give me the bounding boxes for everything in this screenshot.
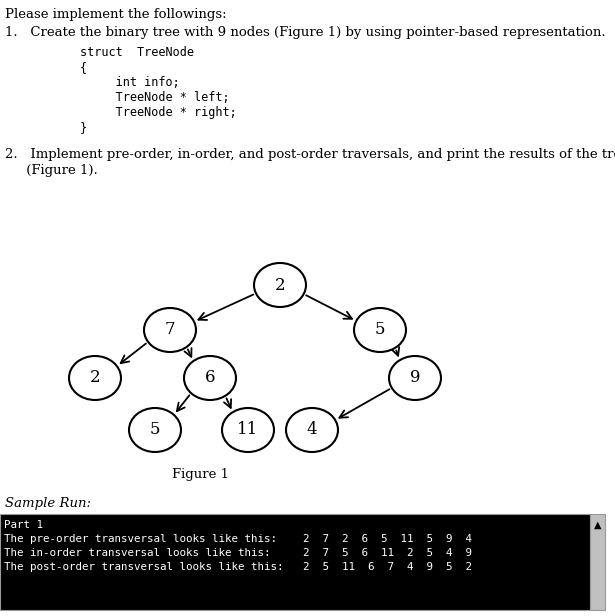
Text: 9: 9 xyxy=(410,370,420,386)
Text: Part 1: Part 1 xyxy=(4,520,43,530)
Text: TreeNode * left;: TreeNode * left; xyxy=(80,91,229,104)
Text: 1.   Create the binary tree with 9 nodes (Figure 1) by using pointer-based repre: 1. Create the binary tree with 9 nodes (… xyxy=(5,26,606,39)
Text: 5: 5 xyxy=(149,421,161,439)
Text: Figure 1: Figure 1 xyxy=(172,468,229,481)
Ellipse shape xyxy=(254,263,306,307)
Text: 7: 7 xyxy=(165,322,175,339)
Ellipse shape xyxy=(129,408,181,452)
Ellipse shape xyxy=(69,356,121,400)
Text: {: { xyxy=(80,61,87,74)
Text: TreeNode * right;: TreeNode * right; xyxy=(80,106,237,119)
Text: (Figure 1).: (Figure 1). xyxy=(5,164,98,177)
Text: ▲: ▲ xyxy=(593,520,601,530)
Bar xyxy=(0,514,590,610)
Text: }: } xyxy=(80,121,87,134)
Text: 2: 2 xyxy=(275,277,285,293)
Ellipse shape xyxy=(184,356,236,400)
Text: struct  TreeNode: struct TreeNode xyxy=(80,46,194,59)
Text: Sample Run:: Sample Run: xyxy=(5,497,91,510)
Bar xyxy=(590,514,605,610)
Text: 6: 6 xyxy=(205,370,215,386)
Text: 5: 5 xyxy=(375,322,385,339)
Text: 11: 11 xyxy=(237,421,259,439)
Text: The post-order transversal looks like this:   2  5  11  6  7  4  9  5  2: The post-order transversal looks like th… xyxy=(4,562,472,572)
Ellipse shape xyxy=(144,308,196,352)
Text: 4: 4 xyxy=(307,421,317,439)
Ellipse shape xyxy=(222,408,274,452)
Ellipse shape xyxy=(354,308,406,352)
Ellipse shape xyxy=(286,408,338,452)
Text: The in-order transversal looks like this:     2  7  5  6  11  2  5  4  9: The in-order transversal looks like this… xyxy=(4,548,472,558)
Ellipse shape xyxy=(389,356,441,400)
Text: int info;: int info; xyxy=(80,76,180,89)
Text: The pre-order transversal looks like this:    2  7  2  6  5  11  5  9  4: The pre-order transversal looks like thi… xyxy=(4,534,472,544)
Text: 2: 2 xyxy=(90,370,100,386)
Text: Please implement the followings:: Please implement the followings: xyxy=(5,8,226,21)
Text: 2.   Implement pre-order, in-order, and post-order traversals, and print the res: 2. Implement pre-order, in-order, and po… xyxy=(5,148,615,161)
